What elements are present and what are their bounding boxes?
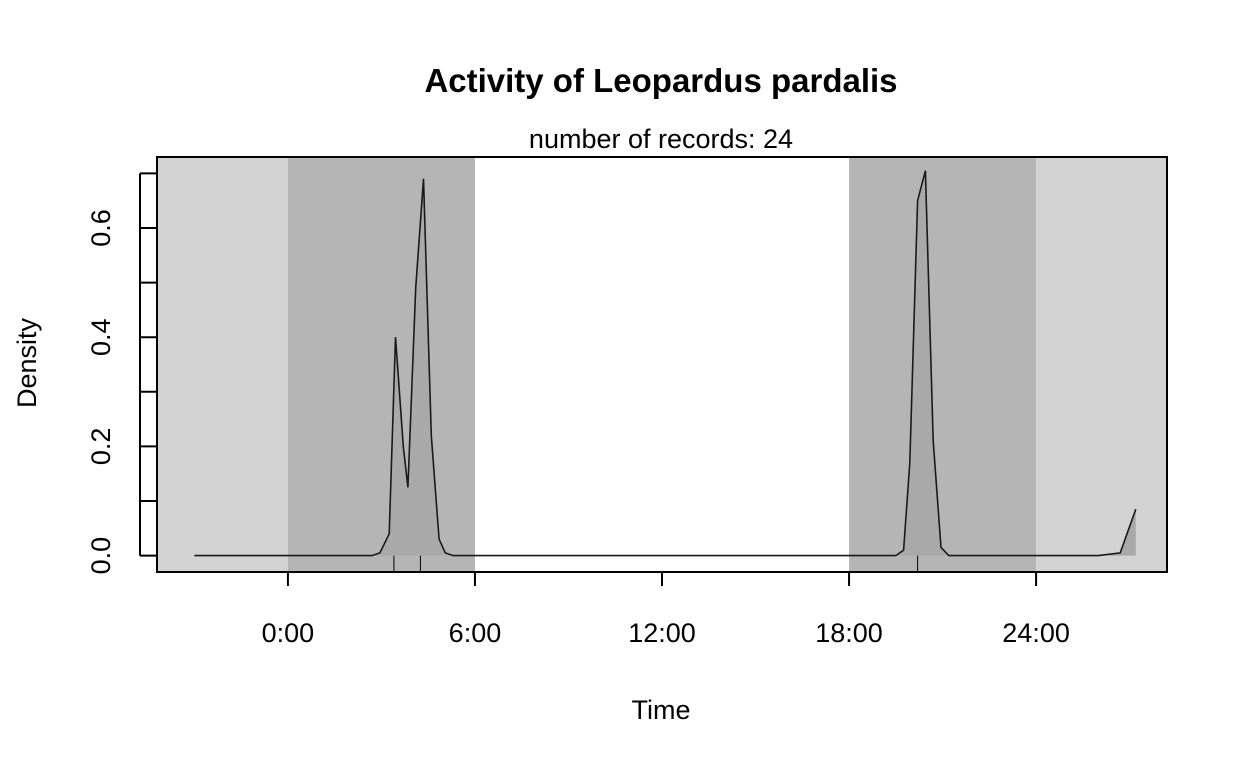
y-tick-label-2: 0.4 xyxy=(86,318,116,356)
y-tick-label-0: 0.0 xyxy=(86,537,116,575)
shading-band-0 xyxy=(157,157,288,572)
daylight-shading xyxy=(157,157,1167,572)
record-rug xyxy=(393,555,919,572)
y-axis-label: Density xyxy=(12,317,42,408)
chart-title: Activity of Leopardus pardalis xyxy=(424,62,897,99)
density-plot xyxy=(194,170,1137,557)
shading-band-4 xyxy=(1036,157,1167,572)
chart-subtitle: number of records: 24 xyxy=(529,124,793,154)
y-axis: 0.0 0.2 0.4 0.6 xyxy=(86,172,157,575)
x-axis: 0:00 6:00 12:00 18:00 24:00 xyxy=(262,572,1070,648)
x-tick-label-1: 6:00 xyxy=(449,618,502,648)
x-tick-label-0: 0:00 xyxy=(262,618,315,648)
shading-band-3 xyxy=(849,157,1037,572)
x-tick-label-4: 24:00 xyxy=(1002,618,1070,648)
density-area-0 xyxy=(194,170,1136,556)
shading-band-2 xyxy=(474,157,850,572)
x-axis-label: Time xyxy=(632,695,691,725)
y-tick-label-3: 0.6 xyxy=(86,209,116,247)
density-line-0 xyxy=(194,170,1137,557)
x-tick-label-3: 18:00 xyxy=(815,618,883,648)
x-tick-label-2: 12:00 xyxy=(628,618,696,648)
shading-band-1 xyxy=(287,157,475,572)
y-tick-label-1: 0.2 xyxy=(86,428,116,466)
